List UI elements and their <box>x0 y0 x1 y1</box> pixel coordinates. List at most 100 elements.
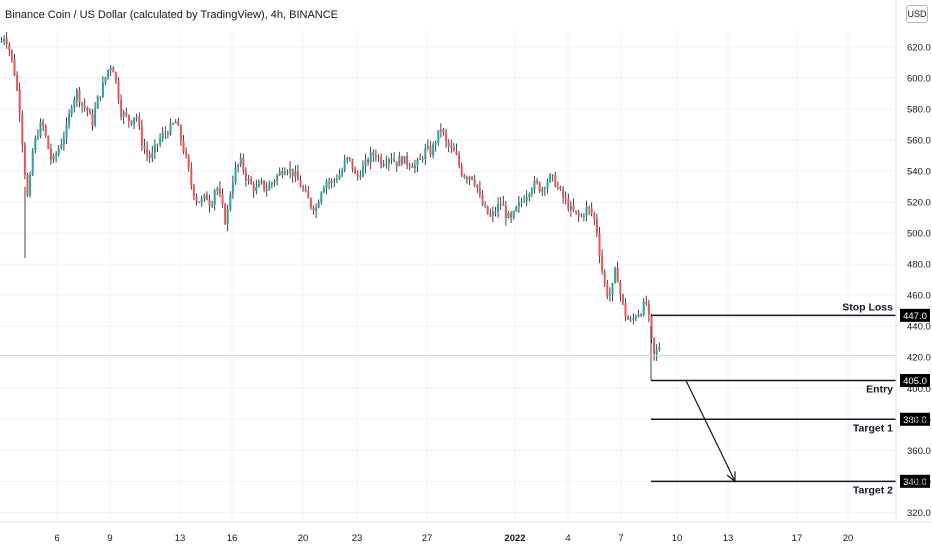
candle-body <box>44 125 47 137</box>
candle-body <box>658 346 661 350</box>
candle-body <box>541 188 544 192</box>
candle-body <box>647 303 650 315</box>
candle-body <box>335 179 338 181</box>
candle-body <box>582 215 585 217</box>
candle-body <box>577 212 580 216</box>
candle-body <box>458 154 461 166</box>
candle-body <box>447 141 450 146</box>
price-tick-label: 320.0 <box>907 508 931 519</box>
candle-body <box>603 271 606 284</box>
candle-body <box>556 186 559 188</box>
candle-body <box>338 175 341 180</box>
candle-body <box>81 102 84 106</box>
candle-body <box>486 205 489 214</box>
candle-body <box>270 182 273 185</box>
time-axis[interactable]: 6 9 13 16 20 23 27 2022 4 7 10 13 17 20 <box>0 521 932 544</box>
projection-arrow[interactable] <box>685 380 736 483</box>
candle-body <box>229 193 232 210</box>
arrow-head[interactable] <box>726 471 736 483</box>
trade-levels[interactable]: Stop Loss 447.0 Entry 405.0 Target 1 380.0 Tar… <box>651 301 930 496</box>
candle-body <box>221 194 224 205</box>
candle-body <box>502 203 505 206</box>
time-tick-label: 23 <box>352 533 363 544</box>
candle-body <box>468 176 471 180</box>
candle-body <box>348 157 351 159</box>
candle-body <box>133 117 136 125</box>
candle-body <box>94 108 97 126</box>
candle-body <box>104 76 107 83</box>
candle-body <box>640 314 643 316</box>
candle-body <box>239 157 242 165</box>
candle-body <box>49 148 52 160</box>
candle-body <box>65 124 68 138</box>
candle-body <box>549 174 552 182</box>
arrow-shaft[interactable] <box>685 380 736 482</box>
candle-body <box>497 204 500 212</box>
candle-body <box>296 171 299 181</box>
candle-body <box>226 209 229 224</box>
candle-body <box>572 205 575 211</box>
target_2-price-label: 340.0 <box>903 477 927 488</box>
candle-body <box>343 160 346 171</box>
time-tick-label: 20 <box>298 533 309 544</box>
candle-body <box>99 96 102 98</box>
candle-body <box>351 158 354 169</box>
candle-body <box>400 156 403 164</box>
time-tick-label: 13 <box>175 533 186 544</box>
candle-body <box>107 69 110 77</box>
price-tick-label: 340.0 <box>907 477 931 488</box>
candle-body <box>88 110 91 115</box>
candle-body <box>624 302 627 317</box>
candle-body <box>5 38 8 45</box>
currency-button[interactable]: USD <box>906 5 928 23</box>
candle-body <box>307 191 310 199</box>
candle-body <box>101 82 104 97</box>
candle-body <box>627 316 630 320</box>
time-tick-label: 6 <box>54 533 59 544</box>
time-tick-label: 7 <box>618 533 623 544</box>
candle-body <box>460 165 463 176</box>
candle-body <box>250 178 253 185</box>
candle-body <box>510 213 513 218</box>
candle-body <box>268 184 271 191</box>
candle-body <box>86 107 89 111</box>
candle-body <box>200 198 203 203</box>
candle-body <box>52 155 55 160</box>
candle-body <box>159 138 162 145</box>
candle-body <box>390 158 393 160</box>
candle-body <box>512 210 515 218</box>
target_1-price-label: 380.0 <box>903 415 927 426</box>
candle-body <box>346 157 349 161</box>
candle-body <box>439 129 442 131</box>
candle-body <box>632 318 635 321</box>
candle-body <box>130 120 133 125</box>
candle-body <box>192 185 195 197</box>
candle-body <box>629 319 632 321</box>
candle-body <box>21 114 24 146</box>
candle-body <box>411 166 414 168</box>
price-axis[interactable]: 620.0 600.0 580.0 560.0 540.0 520.0 500.0 480.0… <box>895 0 931 522</box>
candle-body <box>265 189 268 191</box>
candle-body <box>31 150 34 175</box>
candle-body <box>68 114 71 125</box>
candle-body <box>3 38 6 42</box>
candle-body <box>283 172 286 175</box>
candle-body <box>606 283 609 296</box>
candle-body <box>465 177 468 180</box>
stop_loss-label: Stop Loss <box>842 301 893 313</box>
price-tick-label: 400.0 <box>907 384 931 395</box>
candle-body <box>525 196 528 202</box>
price-tick-label: 600.0 <box>907 74 931 85</box>
candle-body <box>10 50 13 60</box>
candle-body <box>312 207 315 211</box>
candle-body <box>432 144 435 156</box>
price-tick-label: 580.0 <box>907 105 931 116</box>
candle-body <box>120 100 123 117</box>
candle-body <box>559 186 562 190</box>
candle-body <box>637 314 640 317</box>
candle-body <box>70 107 73 115</box>
candle-body <box>523 201 526 203</box>
candle-body <box>564 197 567 200</box>
time-tick-label: 27 <box>422 533 433 544</box>
